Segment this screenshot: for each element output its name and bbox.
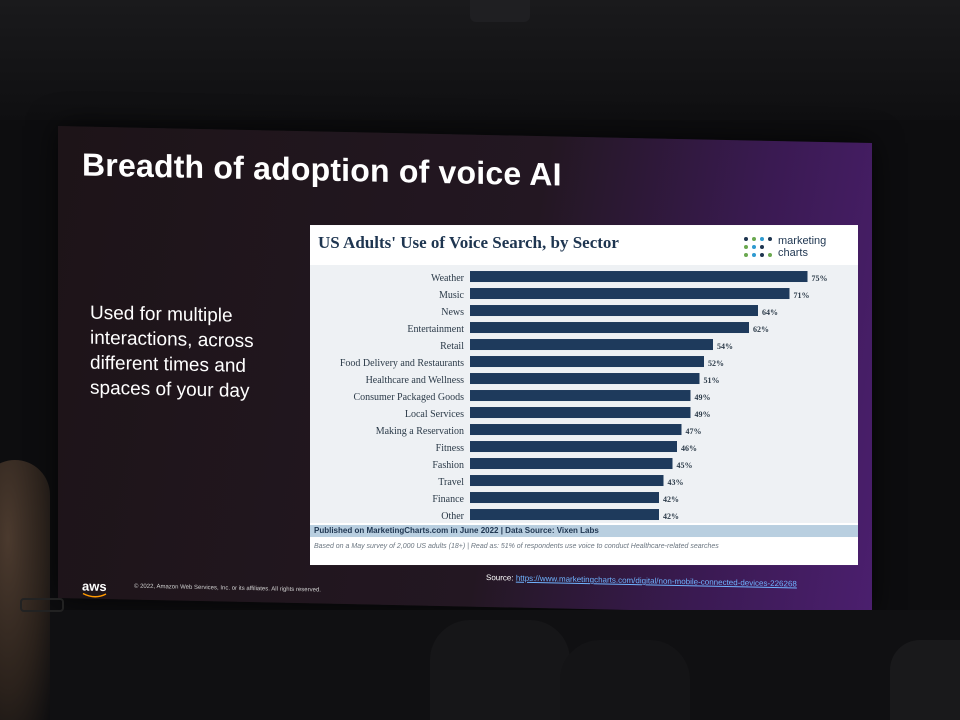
- value-label: 52%: [708, 359, 724, 368]
- category-label: Local Services: [405, 409, 464, 420]
- category-label: Finance: [432, 494, 464, 505]
- category-label: Retail: [440, 341, 464, 352]
- bar: [470, 288, 790, 300]
- value-label: 54%: [717, 342, 733, 351]
- source-link[interactable]: https://www.marketingcharts.com/digital/…: [515, 573, 797, 589]
- published-note: Published on MarketingCharts.com in June…: [310, 525, 858, 538]
- bar: [470, 305, 758, 317]
- logo-dot: [752, 237, 756, 242]
- bar: [470, 356, 704, 368]
- value-label: 49%: [695, 393, 711, 402]
- logo-dot: [752, 253, 756, 258]
- logo-dot: [744, 253, 748, 258]
- copyright-text: © 2022, Amazon Web Services, Inc. or its…: [134, 583, 321, 594]
- bar: [470, 441, 677, 453]
- bar: [470, 509, 659, 521]
- category-label: News: [441, 307, 464, 318]
- logo-line-2: charts: [778, 247, 808, 260]
- logo-dot: [744, 245, 748, 250]
- ceiling-fixture: [470, 0, 530, 22]
- category-label: Fashion: [432, 460, 464, 471]
- eyeglasses: [20, 598, 64, 612]
- category-label: Weather: [431, 273, 465, 284]
- chart-panel: US Adults' Use of Voice Search, by Secto…: [310, 225, 858, 566]
- value-label: 46%: [681, 444, 697, 453]
- bar-chart: Weather 75% Music 71% News 64% Entertainment 62…: [340, 271, 828, 522]
- category-label: Food Delivery and Restaurants: [340, 358, 464, 369]
- bar: [470, 458, 673, 470]
- bar: [470, 339, 713, 351]
- logo-dot: [760, 253, 764, 258]
- category-label: Consumer Packaged Goods: [353, 392, 464, 403]
- side-text-line: spaces of your day: [90, 377, 250, 403]
- category-label: Entertainment: [407, 324, 464, 335]
- category-label: Healthcare and Wellness: [366, 375, 465, 386]
- logo-dot: [752, 245, 756, 250]
- value-label: 71%: [794, 291, 810, 300]
- bar: [470, 492, 659, 504]
- logo-dot: [744, 237, 748, 242]
- audience-head: [0, 460, 50, 720]
- audience-chair: [890, 640, 960, 720]
- value-label: 75%: [812, 274, 828, 283]
- logo-line-1: marketing: [778, 235, 827, 248]
- bar: [470, 475, 664, 487]
- logo-dots-icon: [744, 237, 774, 261]
- category-label: Making a Reservation: [376, 426, 464, 437]
- value-label: 51%: [704, 376, 720, 385]
- category-label: Other: [441, 511, 464, 522]
- projection-screen: Breadth of adoption of voice AI Used for…: [58, 126, 872, 616]
- logo-text: marketing charts: [778, 235, 826, 259]
- value-label: 42%: [663, 512, 679, 521]
- value-label: 47%: [686, 427, 702, 436]
- source-label: Source:: [486, 572, 514, 583]
- aws-smile-icon: [82, 592, 107, 598]
- logo-dot: [768, 237, 772, 242]
- category-label: Fitness: [436, 443, 464, 454]
- value-label: 49%: [695, 410, 711, 419]
- bar: [470, 373, 700, 385]
- category-label: Music: [439, 290, 465, 301]
- logo-dot: [760, 245, 764, 250]
- value-label: 45%: [677, 461, 693, 470]
- bar: [470, 407, 691, 419]
- source-line: Source: https://www.marketingcharts.com/…: [486, 573, 797, 589]
- slide-title: Breadth of adoption of voice AI: [82, 146, 562, 193]
- audience-chair: [560, 640, 690, 720]
- value-label: 64%: [762, 308, 778, 317]
- chart-plot-area: Weather 75% Music 71% News 64% Entertainment 62…: [310, 265, 858, 524]
- bar: [470, 424, 682, 436]
- logo-dot: [760, 237, 764, 242]
- logo-dot: [768, 253, 772, 258]
- value-label: 43%: [668, 478, 684, 487]
- bar: [470, 271, 808, 283]
- slide-side-text: Used for multiple interactions, across d…: [90, 301, 300, 405]
- marketing-charts-logo: marketing charts: [744, 233, 844, 267]
- bar: [470, 322, 749, 334]
- chart-title: US Adults' Use of Voice Search, by Secto…: [318, 233, 619, 253]
- chart-footnote: Based on a May survey of 2,000 US adults…: [314, 543, 719, 551]
- value-label: 62%: [753, 325, 769, 334]
- audience-chair: [430, 620, 570, 720]
- value-label: 42%: [663, 495, 679, 504]
- bar: [470, 390, 691, 402]
- category-label: Travel: [438, 477, 464, 488]
